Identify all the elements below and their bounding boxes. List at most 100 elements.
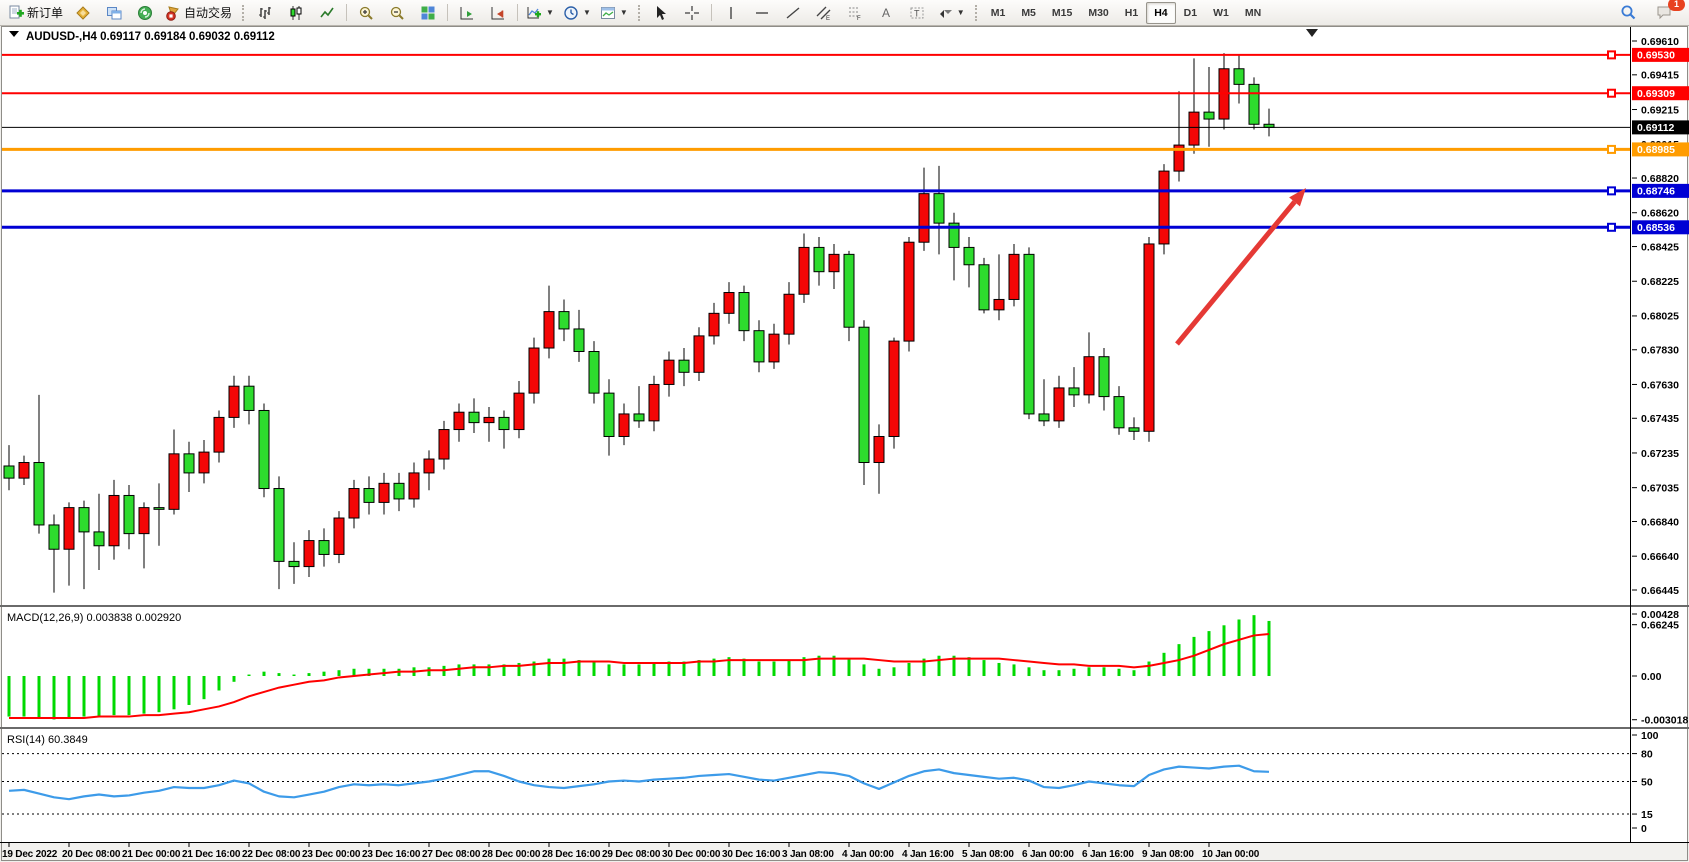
line-handle[interactable] [1607,186,1616,196]
annotation-arrow[interactable] [1175,200,1297,346]
price-axis-label: 0.69215 [1641,104,1679,116]
chart-shift-button[interactable] [483,1,513,25]
candlestick [123,494,135,535]
line-handle[interactable] [1607,88,1616,98]
candlestick [3,465,15,479]
auto-trading-button[interactable]: 自动交易 [161,1,236,25]
new-order-label: 新订单 [27,6,64,20]
price-axis-label: 0.68620 [1641,208,1679,220]
notifications-button[interactable]: 1 [1649,0,1685,25]
candlestick [378,482,390,503]
candlestick [108,494,120,547]
candlestick [453,411,465,431]
auto-scroll-button[interactable] [452,1,482,25]
candlestick [678,359,690,373]
cursor-icon [653,5,669,21]
candlestick [1038,413,1050,422]
price-badge [1632,220,1689,235]
timeframe-M5[interactable]: M5 [1021,6,1036,19]
line-handle[interactable] [1607,222,1616,232]
cursor-button[interactable] [646,1,676,25]
vertical-line-button[interactable] [716,1,746,25]
svg-text:E: E [826,16,830,21]
timeframe-MN[interactable]: MN [1244,6,1262,19]
price-axis-label: 0.68025 [1641,311,1679,323]
timeframe-M30[interactable]: M30 [1088,6,1109,19]
auto-scroll-icon [459,5,475,21]
timeframe-D1[interactable]: D1 [1183,6,1198,19]
new-chart-button[interactable] [68,1,98,25]
line-handle[interactable] [1607,50,1616,60]
horizontal-line-button[interactable] [747,1,777,25]
periods-button[interactable]: ▼ [559,1,595,25]
toolbar-grip [974,4,977,21]
candlestick [228,385,240,418]
candlestick [663,359,675,385]
bar-chart-button[interactable] [250,1,280,25]
candlestick [93,531,105,547]
candlestick [873,435,885,464]
rsi-axis-label: 100 [1641,730,1659,742]
notification-badge: 1 [1668,0,1685,11]
svg-text:A: A [882,6,890,20]
zoom-out-icon [389,5,405,21]
price-axis-label: 0.67830 [1641,345,1679,357]
templates-button[interactable]: ▼ [596,1,632,25]
arrows-button[interactable]: ▼ [933,1,969,25]
price-badge [1632,120,1689,135]
chart-shift-marker[interactable] [1306,29,1318,37]
symbol-dropdown-icon[interactable] [9,31,19,37]
line-handle[interactable] [1607,144,1616,154]
candlestick [363,488,375,503]
candlestick [273,488,285,562]
crosshair-button[interactable] [677,1,707,25]
candlestick [1128,427,1140,432]
tile-windows-button[interactable] [413,1,443,25]
news-button[interactable] [130,1,160,25]
timeframe-M1[interactable]: M1 [990,6,1006,19]
candlestick [33,462,45,526]
candlestick-chart-button[interactable] [281,1,311,25]
timeframe-W1[interactable]: W1 [1213,6,1229,19]
candlestick [618,413,630,437]
text-label-icon: T [909,5,925,21]
price-axis-label: 0.67435 [1641,413,1679,425]
trendline-button[interactable] [778,1,808,25]
price-badge [1632,142,1689,157]
zoom-out-button[interactable] [382,1,412,25]
time-axis-label: 30 Dec 16:00 [722,849,781,860]
text-button[interactable]: A [871,1,901,25]
indicators-button[interactable]: ▼ [522,1,558,25]
equidistant-channel-icon: E [816,5,832,21]
candlestick [1248,83,1260,125]
candlestick [468,411,480,424]
equidistant-channel-button[interactable]: E [809,1,839,25]
timeframe-H4[interactable]: H4 [1146,1,1176,24]
timeframe-M15[interactable]: M15 [1051,6,1073,19]
line-chart-button[interactable] [312,1,342,25]
profiles-button[interactable] [99,1,129,25]
candlestick [258,409,270,490]
timeframe-H1[interactable]: H1 [1124,6,1139,19]
text-label-button[interactable]: T [902,1,932,25]
candlestick [528,347,540,394]
chart-window-frame [1,26,1688,861]
candlestick [1173,144,1185,172]
rsi-axis-label: 0 [1641,823,1647,835]
dropdown-caret-icon: ▼ [956,8,965,17]
new-order-button[interactable]: 新订单 [4,1,67,25]
time-axis-label: 28 Dec 16:00 [542,849,601,860]
search-icon[interactable] [1613,1,1643,25]
candlestick [828,253,840,273]
toolbar-grip [242,4,245,21]
toolbar-grip [637,4,640,21]
candlestick [933,193,945,224]
time-axis-label: 4 Jan 16:00 [902,849,954,860]
fibonacci-button[interactable]: F [840,1,870,25]
zoom-in-button[interactable] [351,1,381,25]
svg-text:F: F [857,16,861,21]
price-badge-label: 0.68985 [1637,144,1675,156]
candlestick [888,340,900,437]
